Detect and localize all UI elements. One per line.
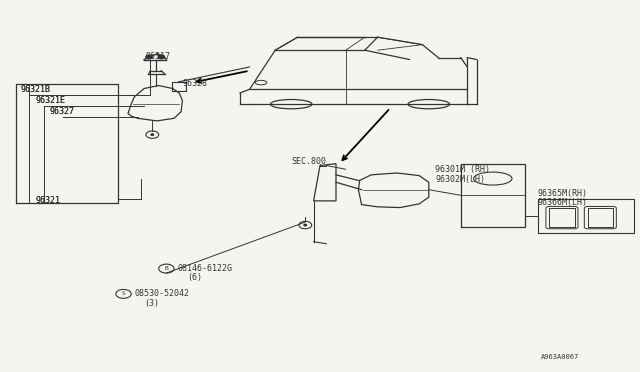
- Text: 96321: 96321: [35, 196, 60, 205]
- Circle shape: [158, 55, 164, 59]
- Text: 96321B: 96321B: [20, 85, 51, 94]
- Bar: [549, 208, 575, 227]
- Text: A963A0067: A963A0067: [541, 354, 579, 360]
- Text: 96366M(LH): 96366M(LH): [538, 198, 588, 207]
- Text: 96327: 96327: [50, 107, 75, 116]
- Text: B: B: [164, 266, 168, 271]
- Text: 96302M(LH): 96302M(LH): [435, 175, 485, 184]
- Text: 96365M(RH): 96365M(RH): [538, 189, 588, 198]
- Text: 96321B: 96321B: [20, 85, 51, 94]
- Text: 96328: 96328: [182, 79, 207, 88]
- Text: S: S: [122, 291, 125, 296]
- Text: (3): (3): [144, 299, 159, 308]
- Circle shape: [304, 224, 307, 226]
- Text: (6): (6): [187, 273, 202, 282]
- Text: 96327: 96327: [50, 107, 75, 116]
- Circle shape: [151, 134, 154, 135]
- Text: 08530-52042: 08530-52042: [134, 289, 189, 298]
- Text: 96317: 96317: [146, 52, 171, 61]
- Text: 96321E: 96321E: [35, 96, 65, 105]
- Text: SEC.800: SEC.800: [291, 157, 326, 166]
- Circle shape: [146, 55, 152, 59]
- Text: 96321: 96321: [35, 196, 60, 205]
- Text: 96321E: 96321E: [35, 96, 65, 105]
- Bar: [588, 208, 613, 227]
- Text: 96301M (RH): 96301M (RH): [435, 165, 490, 174]
- Text: 08146-6122G: 08146-6122G: [178, 264, 233, 273]
